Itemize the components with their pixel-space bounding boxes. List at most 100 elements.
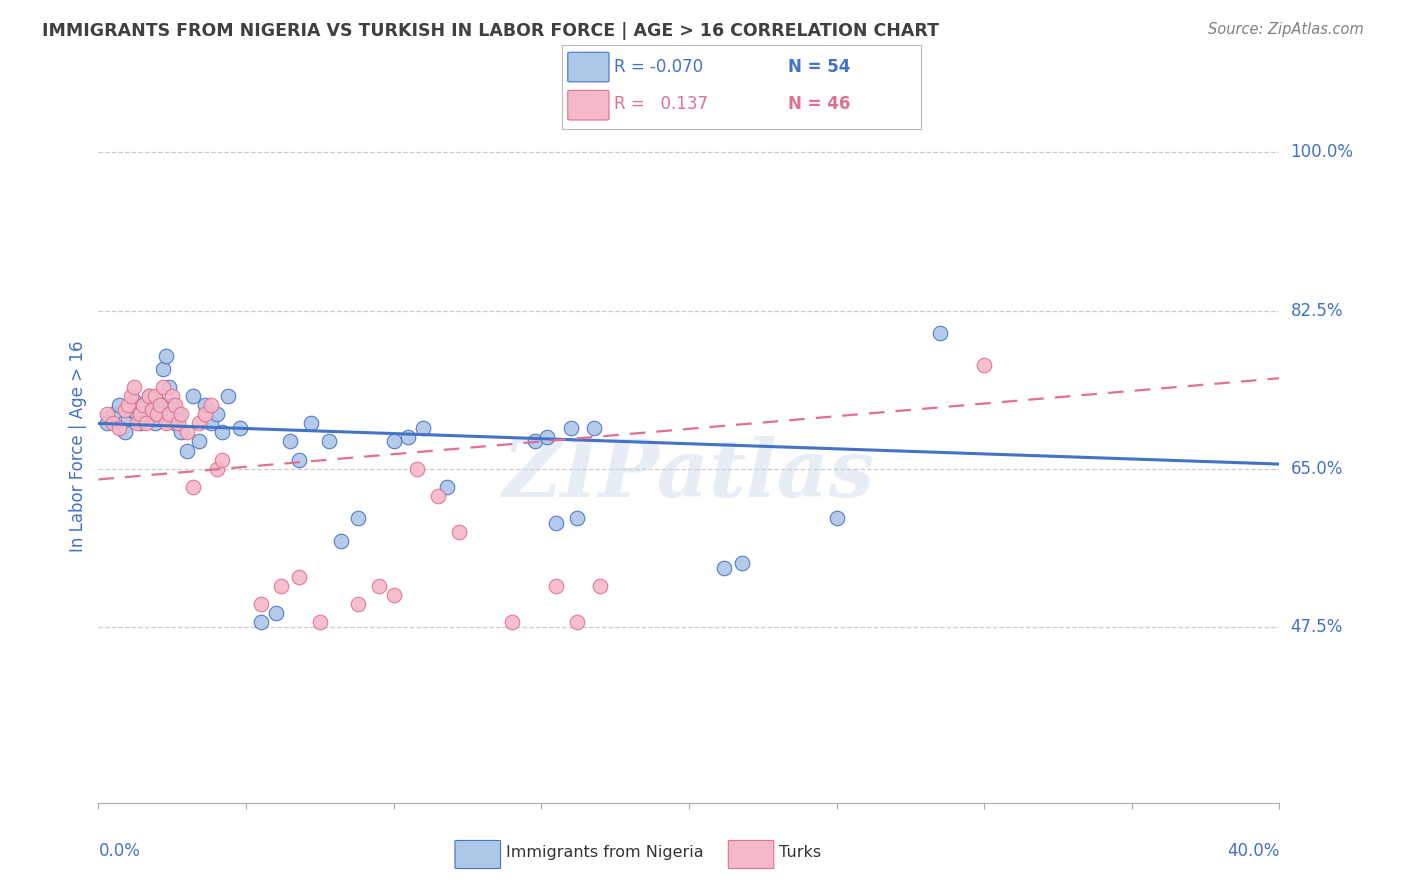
Text: 100.0%: 100.0% xyxy=(1291,144,1354,161)
Point xyxy=(125,408,148,422)
Point xyxy=(120,402,142,417)
Point xyxy=(157,408,180,422)
Text: 40.0%: 40.0% xyxy=(1227,842,1279,860)
Point xyxy=(143,389,166,403)
Point xyxy=(501,615,523,629)
Point xyxy=(250,597,273,611)
Point xyxy=(412,421,434,435)
Y-axis label: In Labor Force | Age > 16: In Labor Force | Age > 16 xyxy=(69,340,87,552)
Point xyxy=(565,615,588,629)
Point xyxy=(270,579,292,593)
Point xyxy=(329,533,352,548)
Point xyxy=(170,408,193,422)
Point xyxy=(205,461,228,475)
Point xyxy=(96,417,118,431)
Point xyxy=(825,511,848,525)
Text: ZIPatlas: ZIPatlas xyxy=(503,436,875,513)
Point xyxy=(117,412,139,426)
Point xyxy=(141,402,163,417)
Text: R =   0.137: R = 0.137 xyxy=(614,95,709,113)
Point xyxy=(406,461,429,475)
Point xyxy=(146,408,169,422)
Point xyxy=(347,597,370,611)
Point xyxy=(103,408,125,422)
Point xyxy=(143,417,166,431)
FancyBboxPatch shape xyxy=(568,90,609,120)
Point xyxy=(122,393,145,408)
Point xyxy=(288,452,311,467)
Point xyxy=(162,389,183,403)
Point xyxy=(146,393,169,408)
Point xyxy=(565,511,588,525)
Point xyxy=(973,358,995,372)
Point xyxy=(211,452,233,467)
Point xyxy=(347,511,370,525)
FancyBboxPatch shape xyxy=(456,840,501,869)
Point xyxy=(583,421,606,435)
Point xyxy=(194,398,217,412)
Point xyxy=(135,417,157,431)
Point xyxy=(117,398,139,412)
Text: Source: ZipAtlas.com: Source: ZipAtlas.com xyxy=(1208,22,1364,37)
Point xyxy=(128,417,150,431)
Point xyxy=(114,425,136,440)
Text: 0.0%: 0.0% xyxy=(98,842,141,860)
Point xyxy=(544,516,567,530)
Point xyxy=(928,326,950,340)
Point xyxy=(162,398,183,412)
Point xyxy=(382,434,405,449)
Point xyxy=(524,434,547,449)
Text: 82.5%: 82.5% xyxy=(1291,301,1343,319)
Text: 47.5%: 47.5% xyxy=(1291,617,1343,636)
Point xyxy=(141,402,163,417)
Point xyxy=(128,408,150,422)
Point xyxy=(155,349,177,363)
Point xyxy=(436,480,458,494)
Text: N = 54: N = 54 xyxy=(789,58,851,76)
Point xyxy=(200,398,222,412)
Point xyxy=(211,425,233,440)
Point xyxy=(181,480,204,494)
Point xyxy=(132,398,155,412)
Point xyxy=(309,615,332,629)
Point xyxy=(108,398,131,412)
Text: IMMIGRANTS FROM NIGERIA VS TURKISH IN LABOR FORCE | AGE > 16 CORRELATION CHART: IMMIGRANTS FROM NIGERIA VS TURKISH IN LA… xyxy=(42,22,939,40)
Point xyxy=(135,408,157,422)
Point xyxy=(396,430,419,444)
Point xyxy=(165,398,187,412)
Point xyxy=(122,380,145,394)
FancyBboxPatch shape xyxy=(728,840,773,869)
Point xyxy=(217,389,239,403)
Point xyxy=(187,434,209,449)
Point xyxy=(176,443,198,458)
Point xyxy=(200,417,222,431)
Point xyxy=(114,402,136,417)
Point xyxy=(149,398,172,412)
FancyBboxPatch shape xyxy=(568,53,609,82)
Point xyxy=(318,434,340,449)
Point xyxy=(157,380,180,394)
Point xyxy=(382,588,405,602)
Point xyxy=(299,417,322,431)
Point xyxy=(447,524,470,539)
Point xyxy=(278,434,302,449)
Text: 65.0%: 65.0% xyxy=(1291,459,1343,477)
Point xyxy=(125,417,148,431)
Text: Turks: Turks xyxy=(779,845,821,860)
Point xyxy=(138,389,160,403)
Point xyxy=(167,417,190,431)
Point xyxy=(288,570,311,584)
Point xyxy=(544,579,567,593)
Point xyxy=(560,421,582,435)
Point xyxy=(155,417,177,431)
Point xyxy=(170,425,193,440)
Point xyxy=(152,362,174,376)
Point xyxy=(187,417,209,431)
Point xyxy=(138,389,160,403)
Point xyxy=(167,408,190,422)
Point xyxy=(152,380,174,394)
Point xyxy=(589,579,612,593)
Point xyxy=(536,430,558,444)
Text: N = 46: N = 46 xyxy=(789,95,851,113)
Point xyxy=(103,417,125,431)
